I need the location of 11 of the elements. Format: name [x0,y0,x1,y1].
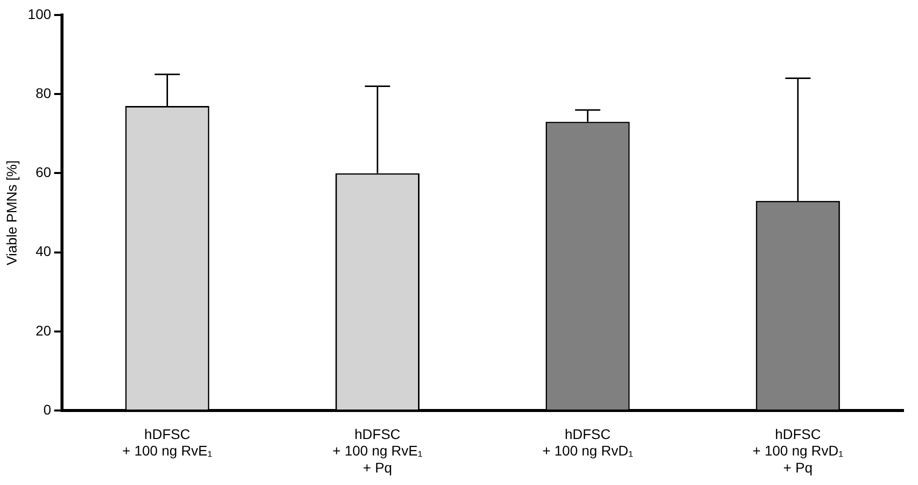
x-tick-label: hDFSC + 100 ng RvD₁ [542,426,634,459]
y-axis-title: Viable PMNs [%] [3,160,20,266]
x-tick-label: hDFSC + 100 ng RvE₁ + Pq [332,426,423,476]
x-tick-label: hDFSC + 100 ng RvD₁ + Pq [752,426,844,476]
y-tick-label: 80 [36,84,52,101]
y-tick-label: 40 [36,243,52,260]
y-tick-label: 100 [28,6,52,22]
x-tick-label: hDFSC + 100 ng RvE₁ [122,426,213,459]
y-tick-label: 0 [43,401,52,418]
y-tick-label: 60 [36,164,52,180]
y-tick-label: 20 [36,322,52,338]
